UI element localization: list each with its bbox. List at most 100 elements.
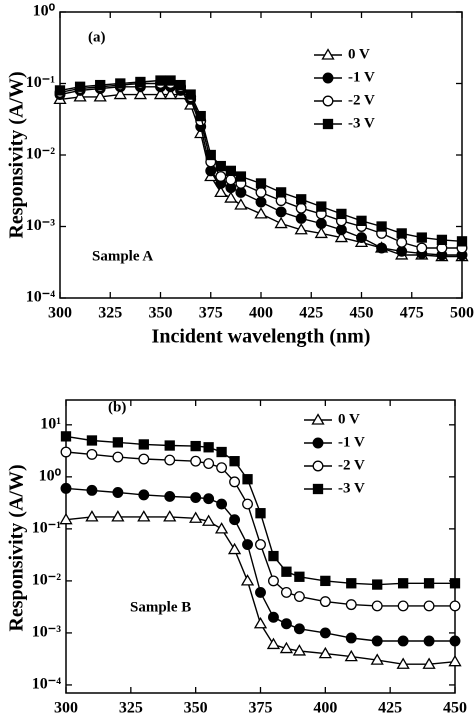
marker <box>203 493 215 505</box>
marker <box>190 492 202 503</box>
marker <box>396 657 410 669</box>
marker <box>345 599 357 611</box>
marker <box>216 446 227 458</box>
marker <box>164 454 176 466</box>
marker <box>312 437 324 449</box>
legend-label: -1 V <box>338 434 365 450</box>
y-tick-label: 10⁻¹ <box>26 74 55 91</box>
marker <box>423 600 435 612</box>
marker <box>54 85 66 96</box>
marker <box>334 230 349 243</box>
marker <box>296 194 307 205</box>
marker <box>295 212 307 224</box>
marker <box>229 476 241 488</box>
y-tick-label: 10⁻¹ <box>32 520 61 537</box>
marker <box>346 578 357 589</box>
marker <box>59 512 73 525</box>
marker <box>292 644 307 656</box>
marker <box>113 87 127 100</box>
x-tick-label: 350 <box>184 700 208 717</box>
y-tick-label: 10⁰ <box>39 468 62 485</box>
marker <box>155 75 166 86</box>
marker <box>189 511 203 523</box>
legend-label: 0 V <box>338 411 360 427</box>
y-tick-label: 10⁰ <box>33 3 56 20</box>
x-tick-label: 400 <box>313 700 337 717</box>
marker <box>60 431 72 442</box>
marker <box>137 510 151 522</box>
marker <box>396 236 408 248</box>
series-line <box>59 82 462 249</box>
y-tick-label: 10⁻⁴ <box>26 289 55 306</box>
marker <box>190 455 202 467</box>
marker <box>255 178 267 189</box>
x-tick-label: 425 <box>378 700 402 717</box>
marker <box>240 574 255 586</box>
marker <box>318 646 332 659</box>
x-tick-label: 375 <box>249 700 273 717</box>
y-tick-label: 10⁻⁴ <box>32 676 61 693</box>
marker <box>242 539 253 550</box>
marker <box>164 490 176 502</box>
marker <box>294 571 305 582</box>
marker <box>73 90 87 102</box>
marker <box>312 483 324 495</box>
marker <box>314 226 328 239</box>
x-tick-label: 500 <box>450 305 474 322</box>
marker <box>195 110 206 122</box>
marker <box>316 201 327 212</box>
marker <box>449 600 461 612</box>
marker <box>216 498 228 510</box>
marker <box>356 232 367 244</box>
marker <box>86 435 98 446</box>
marker <box>85 510 99 522</box>
marker <box>214 185 228 198</box>
marker <box>216 462 228 474</box>
marker <box>372 579 383 590</box>
legend-label: -2 V <box>338 457 365 473</box>
marker <box>376 221 387 232</box>
marker <box>371 635 383 647</box>
marker <box>456 236 468 247</box>
marker <box>335 224 347 236</box>
marker <box>138 439 149 450</box>
marker <box>396 245 408 257</box>
marker <box>112 487 124 498</box>
marker <box>112 451 124 463</box>
annotation: Sample A <box>92 248 153 264</box>
marker <box>60 446 72 458</box>
marker <box>281 566 292 577</box>
marker <box>242 498 253 510</box>
marker <box>293 623 305 635</box>
marker <box>202 514 216 526</box>
marker <box>268 575 279 587</box>
marker <box>227 542 242 555</box>
marker <box>275 206 287 218</box>
marker <box>185 89 196 100</box>
marker <box>321 48 335 60</box>
marker <box>293 591 305 603</box>
y-tick-label: 10⁻² <box>26 146 55 163</box>
marker <box>229 514 241 526</box>
marker <box>224 191 238 203</box>
marker <box>423 578 435 589</box>
legend-label: 0 V <box>348 46 370 62</box>
marker <box>86 484 98 496</box>
y-tick-label: 10⁻³ <box>26 217 55 234</box>
marker <box>135 76 146 88</box>
marker <box>190 440 201 452</box>
legend-label: -2 V <box>348 92 375 108</box>
y-axis-label: Responsivity (A/W) <box>6 71 28 238</box>
marker <box>215 171 227 182</box>
x-axis-label: Incident wavelength (nm) <box>152 326 371 348</box>
marker <box>255 586 266 598</box>
marker <box>279 641 294 654</box>
x-tick-label: 475 <box>400 305 424 322</box>
marker <box>371 600 383 612</box>
x-tick-label: 425 <box>299 305 323 322</box>
x-tick-label: 300 <box>48 305 72 322</box>
marker <box>215 160 226 172</box>
marker <box>322 95 334 107</box>
marker <box>436 234 448 246</box>
